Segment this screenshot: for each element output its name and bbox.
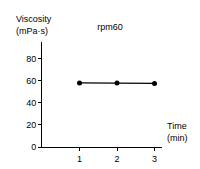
svg-text:1: 1 — [77, 154, 82, 164]
svg-text:2: 2 — [114, 154, 119, 164]
svg-text:0: 0 — [31, 142, 36, 152]
svg-text:Viscosity(mPa·s): Viscosity(mPa·s) — [16, 14, 52, 36]
svg-text:60: 60 — [26, 76, 36, 86]
svg-text:3: 3 — [152, 154, 157, 164]
svg-text:Time(min): Time(min) — [167, 121, 188, 143]
svg-text:40: 40 — [26, 98, 36, 108]
svg-text:rpm60: rpm60 — [97, 22, 123, 32]
svg-text:80: 80 — [26, 54, 36, 64]
svg-text:20: 20 — [26, 120, 36, 130]
